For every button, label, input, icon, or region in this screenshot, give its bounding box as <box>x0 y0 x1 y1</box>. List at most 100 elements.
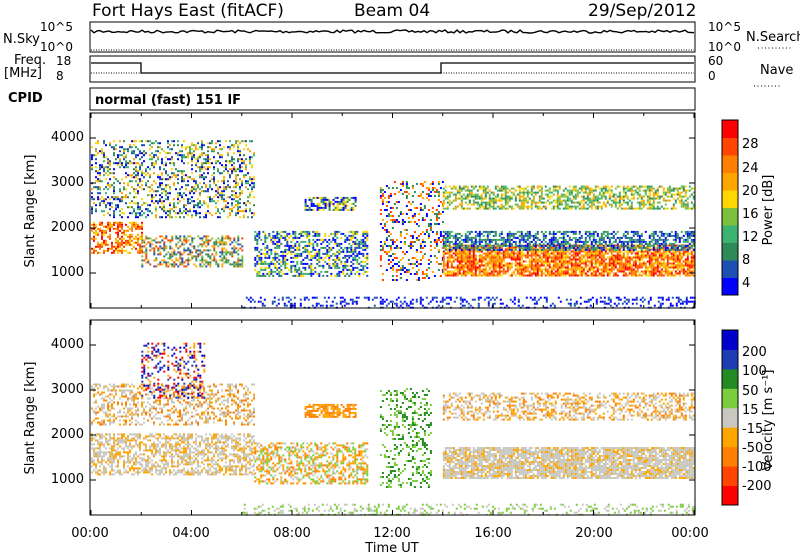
power-cell <box>576 268 579 271</box>
power-cell <box>165 152 167 155</box>
power-cell <box>181 263 184 266</box>
power-cell <box>221 249 224 252</box>
power-cell <box>656 268 659 271</box>
power-cell <box>342 248 345 251</box>
power-cell <box>322 196 325 199</box>
power-cell <box>472 256 475 259</box>
power-cell <box>566 254 569 257</box>
power-cell <box>231 263 234 266</box>
power-cell <box>522 264 525 267</box>
power-cell <box>239 152 241 155</box>
power-cell <box>332 252 335 255</box>
power-cell <box>121 154 123 157</box>
power-cell <box>460 262 463 265</box>
power-cell <box>346 272 349 275</box>
power-cell <box>670 266 673 269</box>
power-cell <box>650 262 653 265</box>
power-cell <box>201 237 204 240</box>
power-cell <box>362 266 365 269</box>
power-cell <box>586 244 589 247</box>
power-cell <box>215 184 217 187</box>
power-cell <box>492 266 495 269</box>
power-cell <box>179 170 181 173</box>
power-cell <box>93 231 95 234</box>
power-cell <box>119 237 121 240</box>
power-cell <box>435 243 438 245</box>
power-cell <box>217 152 219 155</box>
power-cell <box>348 230 351 233</box>
power-cell <box>666 272 669 275</box>
power-cell <box>446 240 449 243</box>
power-cell <box>350 260 353 263</box>
power-cell <box>272 256 275 259</box>
power-cell <box>364 230 367 233</box>
power-cell <box>588 252 591 255</box>
power-cell <box>338 272 341 275</box>
power-cell <box>510 258 513 261</box>
power-cell <box>564 254 567 257</box>
power-cell <box>237 210 239 213</box>
power-cell <box>590 268 593 271</box>
power-cell <box>528 272 531 275</box>
power-cell <box>360 264 363 267</box>
power-cell <box>468 258 471 261</box>
power-cell <box>550 238 553 241</box>
power-cell <box>195 188 197 191</box>
power-cell <box>316 230 319 233</box>
power-cell <box>107 249 109 252</box>
power-cell <box>385 239 388 241</box>
power-cell <box>409 235 412 237</box>
power-cell <box>612 254 615 257</box>
power-cell <box>165 261 168 264</box>
power-cell <box>498 238 501 241</box>
power-cell <box>243 174 245 177</box>
power-cell <box>556 266 559 269</box>
power-cell <box>235 174 237 177</box>
power-cell <box>592 244 595 247</box>
power-cell <box>554 244 557 247</box>
power-cell <box>272 236 275 239</box>
power-cell <box>302 258 305 261</box>
power-cell <box>101 245 103 248</box>
power-cell <box>233 170 235 173</box>
power-cell <box>131 200 133 203</box>
power-cell <box>195 249 198 252</box>
power-cell <box>464 234 467 237</box>
power-cell <box>233 245 236 248</box>
power-cell <box>141 265 144 268</box>
power-cell <box>474 234 477 237</box>
power-cell <box>556 274 559 277</box>
power-cell <box>97 241 99 244</box>
power-cell <box>254 230 257 233</box>
power-cell <box>421 247 424 249</box>
power-cell <box>417 213 420 215</box>
power-cell <box>534 268 537 271</box>
power-cell <box>454 266 457 269</box>
power-cell <box>237 168 239 171</box>
power-cell <box>292 232 295 235</box>
power-cell <box>97 178 99 181</box>
power-cell <box>684 274 687 277</box>
power-cell <box>187 184 189 187</box>
power-cell <box>187 154 189 157</box>
power-cell <box>492 248 495 251</box>
power-cell <box>584 242 587 245</box>
power-cell <box>237 150 239 153</box>
power-cell <box>346 198 349 201</box>
power-cell <box>468 268 471 271</box>
power-cell <box>322 274 325 277</box>
power-cell <box>312 246 315 249</box>
power-cell <box>492 254 495 257</box>
power-cell <box>187 247 190 250</box>
power-cell <box>233 206 235 209</box>
power-cell <box>486 270 489 273</box>
power-cell <box>562 246 565 249</box>
power-cell <box>217 170 219 173</box>
power-cell <box>470 244 473 247</box>
power-cell <box>344 196 347 199</box>
power-cell <box>169 257 172 260</box>
power-cell <box>103 249 105 252</box>
power-cell <box>439 241 442 243</box>
power-cell <box>97 140 99 143</box>
power-cell <box>450 250 453 253</box>
